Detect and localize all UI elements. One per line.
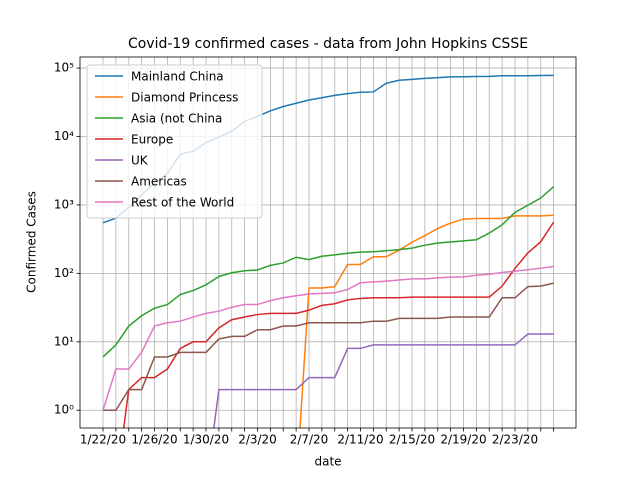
y-tick-label: 10³ [54, 197, 74, 211]
chart-title: Covid-19 confirmed cases - data from Joh… [128, 36, 528, 52]
legend-label: Asia (not China [131, 112, 222, 126]
series-line [103, 282, 554, 411]
x-tick-label: 2/7/20 [290, 433, 329, 447]
legend-box [86, 64, 263, 219]
x-tick-label: 1/22/20 [80, 433, 126, 447]
legend-label: Rest of the World [131, 196, 234, 210]
series-line [122, 221, 555, 428]
x-tick-label: 1/26/20 [131, 433, 177, 447]
axes-frame [79, 56, 577, 429]
x-tick-label: 2/19/20 [440, 433, 486, 447]
x-tick-label: 2/3/20 [238, 433, 277, 447]
series-line [102, 265, 554, 411]
x-axis-label: date [314, 455, 341, 469]
legend-label: UK [131, 154, 149, 168]
series-line [299, 214, 554, 428]
y-tick-label: 10⁴ [54, 129, 74, 143]
legend-label: Europe [131, 133, 173, 147]
plot-area [102, 74, 555, 428]
series-line [213, 333, 554, 428]
x-tick-label: 2/15/20 [389, 433, 435, 447]
y-tick-label: 10⁵ [54, 61, 74, 75]
y-tick-label: 10¹ [54, 334, 74, 348]
series-line [102, 186, 555, 358]
x-tick-label: 2/11/20 [337, 433, 383, 447]
x-tick-label: 1/30/20 [183, 433, 229, 447]
x-tick-label: 2/23/20 [492, 433, 538, 447]
legend-label: Diamond Princess [131, 91, 238, 105]
y-axis-label: Confirmed Cases [25, 191, 39, 293]
legend-label: Mainland China [131, 70, 224, 84]
legend: Mainland China Diamond Princess Asia (not … [86, 64, 263, 219]
y-tick-label: 10⁰ [54, 403, 74, 417]
legend-label: Americas [131, 175, 187, 189]
y-tick-label: 10² [54, 266, 74, 280]
